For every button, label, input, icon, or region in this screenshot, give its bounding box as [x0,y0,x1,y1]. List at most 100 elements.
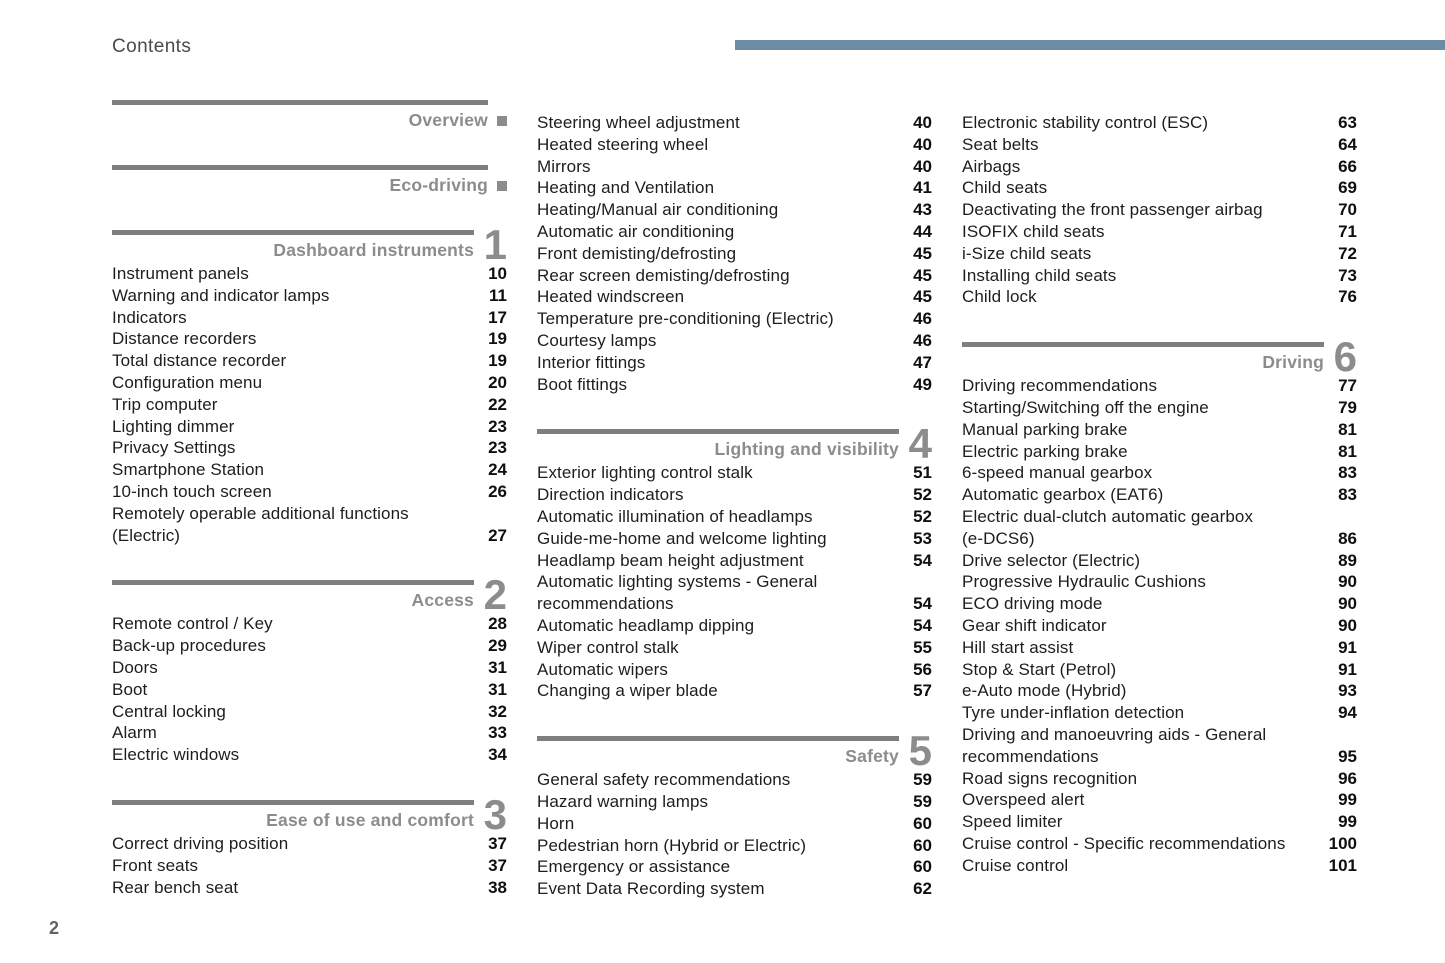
toc-entry[interactable]: Smartphone Station 24 [112,459,507,481]
toc-entry[interactable]: Automatic air conditioning 44 [537,221,932,243]
toc-entry[interactable]: Alarm 33 [112,722,507,744]
toc-entry[interactable]: Cruise control - Specific recommendation… [962,833,1357,855]
toc-entry[interactable]: Electric parking brake 81 [962,441,1357,463]
toc-entry[interactable]: Remote control / Key 28 [112,613,507,635]
toc-entry[interactable]: ISOFIX child seats 71 [962,221,1357,243]
toc-entry[interactable]: e-Auto mode (Hybrid) 93 [962,680,1357,702]
toc-entry[interactable]: Overspeed alert 99 [962,789,1357,811]
section-header[interactable]: Access 2 [112,574,507,616]
toc-entry[interactable]: Front demisting/defrosting 45 [537,243,932,265]
toc-entry[interactable]: recommendations 54 [537,593,932,615]
toc-entry[interactable]: Warning and indicator lamps 11 [112,285,507,307]
toc-entry[interactable]: recommendations 95 [962,746,1357,768]
toc-entry[interactable]: Temperature pre-conditioning (Electric) 4… [537,308,932,330]
toc-entry[interactable]: Heated steering wheel 40 [537,134,932,156]
toc-entry[interactable]: Progressive Hydraulic Cushions 90 [962,571,1357,593]
toc-entry[interactable]: Automatic illumination of headlamps 52 [537,506,932,528]
toc-entry[interactable]: Tyre under-inflation detection 94 [962,702,1357,724]
toc-entry[interactable]: Cruise control 101 [962,855,1357,877]
toc-entry[interactable]: Front seats 37 [112,855,507,877]
toc-entry[interactable]: Pedestrian horn (Hybrid or Electric) 60 [537,835,932,857]
section-header[interactable]: Driving 6 [962,336,1357,378]
toc-entry[interactable]: Courtesy lamps 46 [537,330,932,352]
toc-entry-label: (Electric) [112,525,181,545]
toc-entry[interactable]: Doors 31 [112,657,507,679]
toc-entry[interactable]: Event Data Recording system 62 [537,878,932,900]
toc-entry[interactable]: General safety recommendations 59 [537,769,932,791]
toc-entry[interactable]: Remotely operable additional functions [112,503,507,525]
toc-entry[interactable]: Installing child seats 73 [962,265,1357,287]
toc-entry-label: Rear screen demisting/defrosting [537,265,790,285]
toc-entry[interactable]: 6-speed manual gearbox 83 [962,462,1357,484]
toc-entry[interactable]: Speed limiter 99 [962,811,1357,833]
toc-entry-label: Interior fittings [537,352,646,372]
toc-entry[interactable]: Heated windscreen 45 [537,286,932,308]
toc-entry[interactable]: Automatic lighting systems - General [537,571,932,593]
section-header[interactable]: Safety 5 [537,730,932,772]
toc-entry[interactable]: Driving and manoeuvring aids - General [962,724,1357,746]
toc-entry[interactable]: Automatic gearbox (EAT6) 83 [962,484,1357,506]
toc-entry[interactable]: Starting/Switching off the engine 79 [962,397,1357,419]
toc-entry-label: Electric windows [112,745,240,765]
toc-entry[interactable]: Steering wheel adjustment 40 [537,112,932,134]
toc-entry[interactable]: Automatic wipers 56 [537,659,932,681]
toc-entry[interactable]: Central locking 32 [112,701,507,723]
toc-entry[interactable]: Rear bench seat 38 [112,877,507,899]
toc-entry[interactable]: Emergency or assistance 60 [537,856,932,878]
toc-entry[interactable]: Hazard warning lamps 59 [537,791,932,813]
section-header[interactable]: Overview [112,100,507,131]
toc-entry[interactable]: Changing a wiper blade 57 [537,680,932,702]
toc-entry[interactable]: Manual parking brake 81 [962,419,1357,441]
toc-entry[interactable]: Boot 31 [112,679,507,701]
toc-entry[interactable]: Electronic stability control (ESC) 63 [962,112,1357,134]
toc-entry[interactable]: Stop & Start (Petrol) 91 [962,659,1357,681]
toc-entry[interactable]: Drive selector (Electric) 89 [962,550,1357,572]
toc-entry[interactable]: 10-inch touch screen 26 [112,481,507,503]
toc-entry[interactable]: Indicators 17 [112,307,507,329]
toc-entry[interactable]: Horn 60 [537,813,932,835]
section-header[interactable]: Dashboard instruments 1 [112,224,507,266]
toc-entry[interactable]: Instrument panels 10 [112,263,507,285]
toc-entry[interactable]: Distance recorders 19 [112,328,507,350]
toc-entry[interactable]: Back-up procedures 29 [112,635,507,657]
toc-entry-page: 23 [488,438,507,458]
toc-entry[interactable]: Hill start assist 91 [962,637,1357,659]
section-header[interactable]: Lighting and visibility 4 [537,423,932,465]
toc-entry[interactable]: Direction indicators 52 [537,484,932,506]
toc-entry[interactable]: Gear shift indicator 90 [962,615,1357,637]
toc-entry[interactable]: Wiper control stalk 55 [537,637,932,659]
toc-entry[interactable]: (Electric) 27 [112,525,507,547]
toc-entry[interactable]: Interior fittings 47 [537,352,932,374]
toc-entry[interactable]: Configuration menu 20 [112,372,507,394]
toc-entry[interactable]: Child lock 76 [962,286,1357,308]
toc-entry[interactable]: Driving recommendations 77 [962,375,1357,397]
toc-entry[interactable]: Mirrors 40 [537,156,932,178]
toc-entry[interactable]: Headlamp beam height adjustment 54 [537,550,932,572]
toc-entry[interactable]: Electric windows 34 [112,744,507,766]
toc-entry[interactable]: Boot fittings 49 [537,374,932,396]
toc-entry[interactable]: Rear screen demisting/defrosting 45 [537,265,932,287]
toc-entry[interactable]: Automatic headlamp dipping 54 [537,615,932,637]
toc-entry[interactable]: Child seats 69 [962,177,1357,199]
toc-entry[interactable]: Road signs recognition 96 [962,768,1357,790]
toc-entry[interactable]: (e-DCS6) 86 [962,528,1357,550]
section-title: Overview [408,110,488,130]
toc-entry[interactable]: Heating and Ventilation 41 [537,177,932,199]
section-header[interactable]: Ease of use and comfort 3 [112,793,507,835]
toc-entry[interactable]: Exterior lighting control stalk 51 [537,462,932,484]
toc-entry[interactable]: Seat belts 64 [962,134,1357,156]
toc-entry[interactable]: i-Size child seats 72 [962,243,1357,265]
toc-entry[interactable]: Trip computer 22 [112,394,507,416]
toc-entry[interactable]: Privacy Settings 23 [112,437,507,459]
toc-entry[interactable]: Total distance recorder 19 [112,350,507,372]
toc-entry[interactable]: Deactivating the front passenger airbag 7… [962,199,1357,221]
toc-entry[interactable]: Correct driving position 37 [112,833,507,855]
toc-entry[interactable]: Heating/Manual air conditioning 43 [537,199,932,221]
toc-entry[interactable]: Guide-me-home and welcome lighting 53 [537,528,932,550]
toc-entry[interactable]: Lighting dimmer 23 [112,416,507,438]
toc-entry-page: 45 [913,287,932,307]
toc-entry[interactable]: Electric dual-clutch automatic gearbox [962,506,1357,528]
section-header[interactable]: Eco-driving [112,165,507,196]
toc-entry[interactable]: Airbags 66 [962,156,1357,178]
toc-entry[interactable]: ECO driving mode 90 [962,593,1357,615]
